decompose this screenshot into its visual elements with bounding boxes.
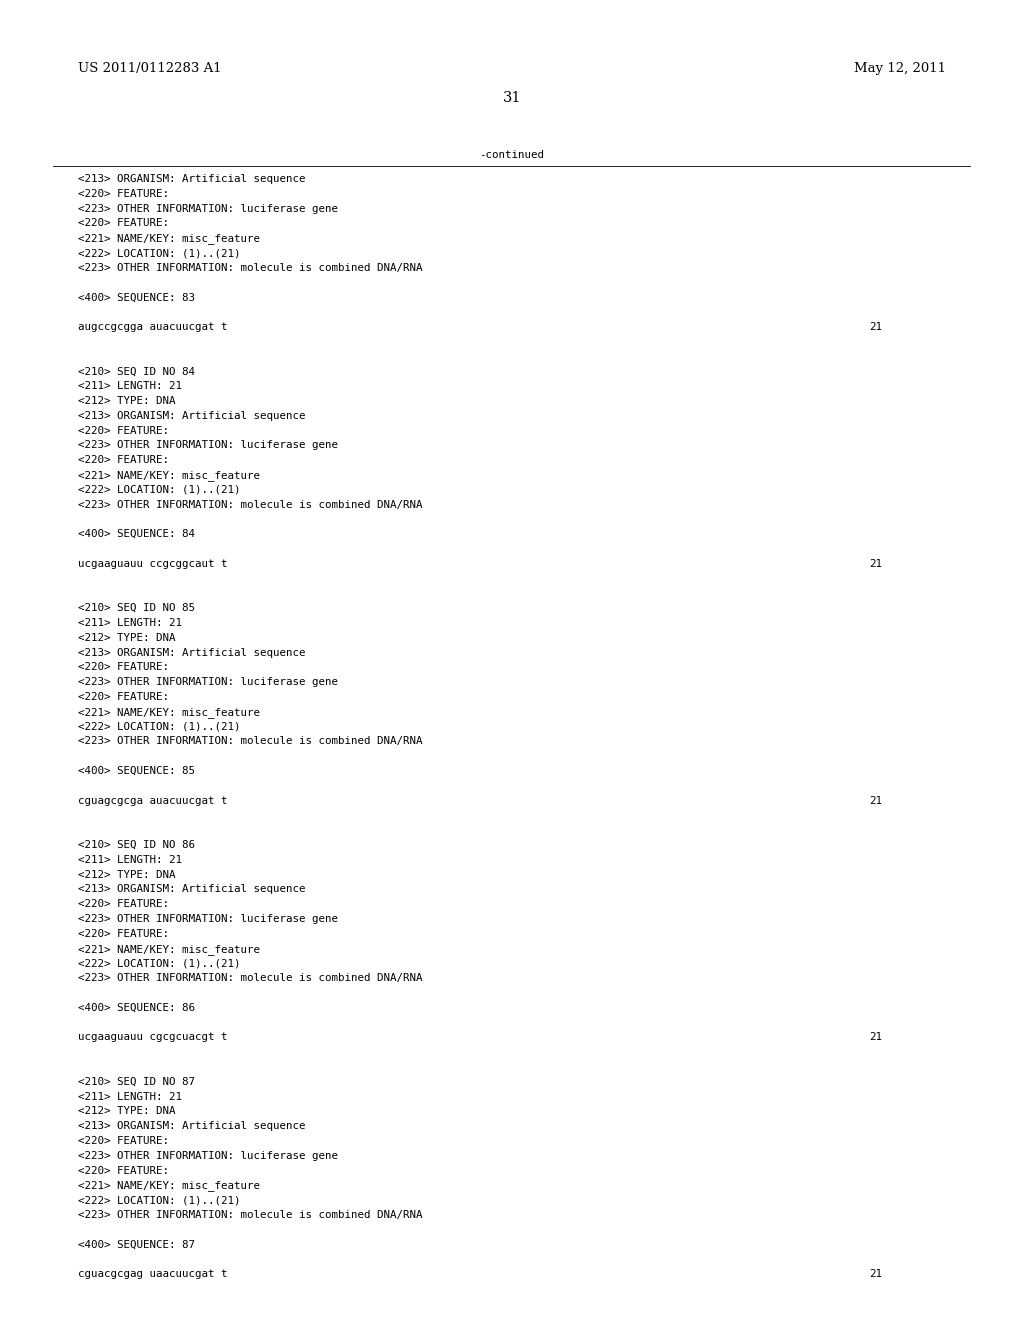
Text: <212> TYPE: DNA: <212> TYPE: DNA	[78, 870, 175, 879]
Text: <210> SEQ ID NO 84: <210> SEQ ID NO 84	[78, 367, 195, 376]
Text: <221> NAME/KEY: misc_feature: <221> NAME/KEY: misc_feature	[78, 944, 260, 954]
Text: <223> OTHER INFORMATION: molecule is combined DNA/RNA: <223> OTHER INFORMATION: molecule is com…	[78, 1210, 423, 1220]
Text: <212> TYPE: DNA: <212> TYPE: DNA	[78, 632, 175, 643]
Text: ucgaaguauu cgcgcuacgt t: ucgaaguauu cgcgcuacgt t	[78, 1032, 227, 1043]
Text: <210> SEQ ID NO 87: <210> SEQ ID NO 87	[78, 1077, 195, 1086]
Text: 21: 21	[869, 558, 882, 569]
Text: <220> FEATURE:: <220> FEATURE:	[78, 218, 169, 228]
Text: May 12, 2011: May 12, 2011	[854, 62, 946, 75]
Text: 21: 21	[869, 1032, 882, 1043]
Text: <211> LENGTH: 21: <211> LENGTH: 21	[78, 618, 182, 628]
Text: <220> FEATURE:: <220> FEATURE:	[78, 663, 169, 672]
Text: 31: 31	[503, 91, 521, 106]
Text: <223> OTHER INFORMATION: luciferase gene: <223> OTHER INFORMATION: luciferase gene	[78, 203, 338, 214]
Text: augccgcgga auacuucgat t: augccgcgga auacuucgat t	[78, 322, 227, 333]
Text: <223> OTHER INFORMATION: luciferase gene: <223> OTHER INFORMATION: luciferase gene	[78, 677, 338, 688]
Text: US 2011/0112283 A1: US 2011/0112283 A1	[78, 62, 221, 75]
Text: <220> FEATURE:: <220> FEATURE:	[78, 455, 169, 465]
Text: <223> OTHER INFORMATION: molecule is combined DNA/RNA: <223> OTHER INFORMATION: molecule is com…	[78, 973, 423, 983]
Text: cguacgcgag uaacuucgat t: cguacgcgag uaacuucgat t	[78, 1270, 227, 1279]
Text: <222> LOCATION: (1)..(21): <222> LOCATION: (1)..(21)	[78, 484, 241, 495]
Text: <220> FEATURE:: <220> FEATURE:	[78, 189, 169, 199]
Text: <211> LENGTH: 21: <211> LENGTH: 21	[78, 855, 182, 865]
Text: <221> NAME/KEY: misc_feature: <221> NAME/KEY: misc_feature	[78, 1180, 260, 1192]
Text: <220> FEATURE:: <220> FEATURE:	[78, 1137, 169, 1146]
Text: <220> FEATURE:: <220> FEATURE:	[78, 692, 169, 702]
Text: <210> SEQ ID NO 86: <210> SEQ ID NO 86	[78, 840, 195, 850]
Text: <213> ORGANISM: Artificial sequence: <213> ORGANISM: Artificial sequence	[78, 884, 305, 895]
Text: <223> OTHER INFORMATION: luciferase gene: <223> OTHER INFORMATION: luciferase gene	[78, 1151, 338, 1160]
Text: <213> ORGANISM: Artificial sequence: <213> ORGANISM: Artificial sequence	[78, 1121, 305, 1131]
Text: <223> OTHER INFORMATION: luciferase gene: <223> OTHER INFORMATION: luciferase gene	[78, 913, 338, 924]
Text: 21: 21	[869, 322, 882, 333]
Text: ucgaaguauu ccgcggcaut t: ucgaaguauu ccgcggcaut t	[78, 558, 227, 569]
Text: <220> FEATURE:: <220> FEATURE:	[78, 1166, 169, 1176]
Text: <212> TYPE: DNA: <212> TYPE: DNA	[78, 396, 175, 407]
Text: 21: 21	[869, 796, 882, 805]
Text: cguagcgcga auacuucgat t: cguagcgcga auacuucgat t	[78, 796, 227, 805]
Text: <220> FEATURE:: <220> FEATURE:	[78, 425, 169, 436]
Text: <213> ORGANISM: Artificial sequence: <213> ORGANISM: Artificial sequence	[78, 648, 305, 657]
Text: <400> SEQUENCE: 83: <400> SEQUENCE: 83	[78, 293, 195, 302]
Text: <211> LENGTH: 21: <211> LENGTH: 21	[78, 381, 182, 391]
Text: <221> NAME/KEY: misc_feature: <221> NAME/KEY: misc_feature	[78, 234, 260, 244]
Text: <221> NAME/KEY: misc_feature: <221> NAME/KEY: misc_feature	[78, 470, 260, 480]
Text: <220> FEATURE:: <220> FEATURE:	[78, 929, 169, 939]
Text: <220> FEATURE:: <220> FEATURE:	[78, 899, 169, 909]
Text: <400> SEQUENCE: 87: <400> SEQUENCE: 87	[78, 1239, 195, 1250]
Text: <213> ORGANISM: Artificial sequence: <213> ORGANISM: Artificial sequence	[78, 411, 305, 421]
Text: 21: 21	[869, 1270, 882, 1279]
Text: <222> LOCATION: (1)..(21): <222> LOCATION: (1)..(21)	[78, 1195, 241, 1205]
Text: <212> TYPE: DNA: <212> TYPE: DNA	[78, 1106, 175, 1117]
Text: <210> SEQ ID NO 85: <210> SEQ ID NO 85	[78, 603, 195, 614]
Text: <223> OTHER INFORMATION: molecule is combined DNA/RNA: <223> OTHER INFORMATION: molecule is com…	[78, 737, 423, 746]
Text: <400> SEQUENCE: 86: <400> SEQUENCE: 86	[78, 1003, 195, 1012]
Text: <221> NAME/KEY: misc_feature: <221> NAME/KEY: misc_feature	[78, 706, 260, 718]
Text: <223> OTHER INFORMATION: molecule is combined DNA/RNA: <223> OTHER INFORMATION: molecule is com…	[78, 499, 423, 510]
Text: <222> LOCATION: (1)..(21): <222> LOCATION: (1)..(21)	[78, 958, 241, 969]
Text: <213> ORGANISM: Artificial sequence: <213> ORGANISM: Artificial sequence	[78, 174, 305, 183]
Text: <223> OTHER INFORMATION: luciferase gene: <223> OTHER INFORMATION: luciferase gene	[78, 441, 338, 450]
Text: <223> OTHER INFORMATION: molecule is combined DNA/RNA: <223> OTHER INFORMATION: molecule is com…	[78, 263, 423, 273]
Text: <211> LENGTH: 21: <211> LENGTH: 21	[78, 1092, 182, 1102]
Text: -continued: -continued	[479, 150, 545, 160]
Text: <222> LOCATION: (1)..(21): <222> LOCATION: (1)..(21)	[78, 248, 241, 257]
Text: <400> SEQUENCE: 84: <400> SEQUENCE: 84	[78, 529, 195, 539]
Text: <400> SEQUENCE: 85: <400> SEQUENCE: 85	[78, 766, 195, 776]
Text: <222> LOCATION: (1)..(21): <222> LOCATION: (1)..(21)	[78, 722, 241, 731]
